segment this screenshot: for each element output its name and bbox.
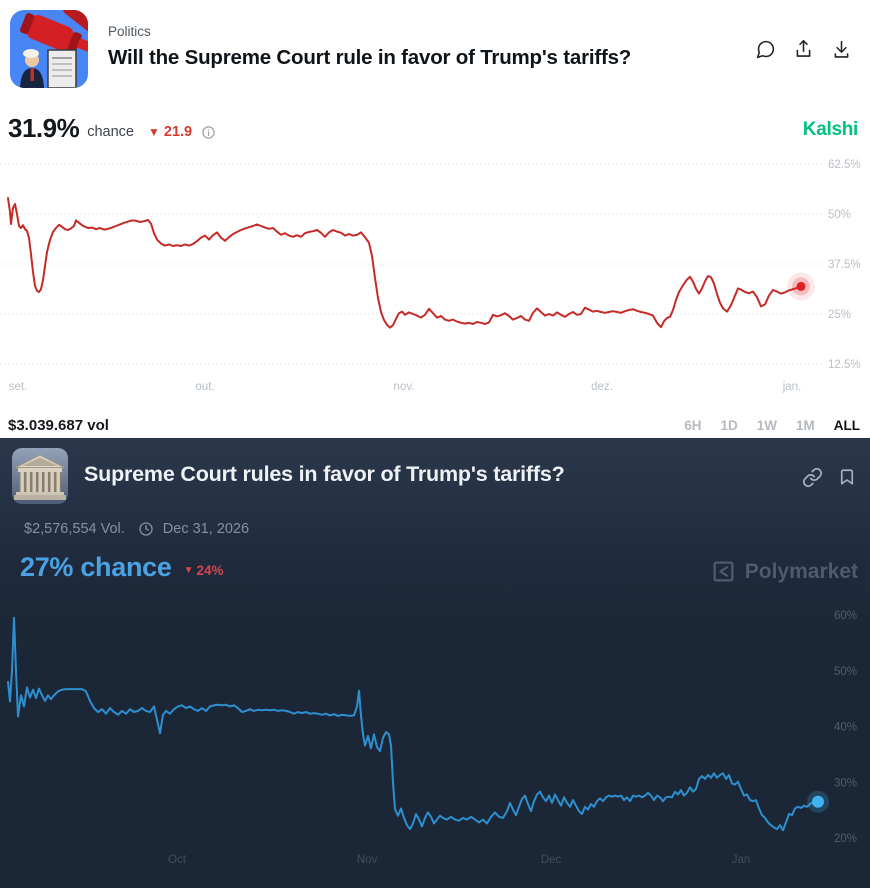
volume-label: $3.039.687 vol — [8, 416, 109, 434]
kalshi-price-chart[interactable]: 62.5% 50% 37.5% 25% 12.5% set. out. nov. dez. jan… — [0, 150, 870, 402]
comment-button[interactable] — [754, 38, 776, 60]
kalshi-chart-svg: 62.5% 50% 37.5% 25% 12.5% set. out. nov. dez. jan… — [0, 159, 861, 393]
price-line — [7, 616, 819, 832]
card-actions — [801, 466, 858, 488]
down-arrow-icon: ▼ — [183, 565, 194, 576]
down-arrow-icon: ▼ — [148, 124, 160, 139]
market-meta: $2,576,554 Vol. Dec 31, 2026 — [24, 521, 249, 537]
price-label: chance — [87, 123, 134, 140]
y-axis-label: 30% — [834, 777, 857, 789]
end-date: Dec 31, 2026 — [162, 521, 250, 537]
copy-link-button[interactable] — [801, 466, 823, 488]
y-axis-label: 20% — [834, 833, 857, 845]
y-axis-label: 50% — [834, 666, 857, 678]
x-axis-label: Nov — [357, 854, 378, 866]
info-icon[interactable] — [201, 125, 216, 140]
volume-label: $2,576,554 Vol. — [24, 521, 125, 537]
market-thumbnail-court — [12, 448, 68, 504]
polymarket-market-card: Supreme Court rules in favor of Trump's … — [0, 438, 870, 888]
share-button[interactable] — [792, 38, 814, 60]
x-axis-label: Oct — [168, 854, 187, 866]
y-axis-label: 25% — [828, 309, 851, 321]
y-axis-label: 40% — [834, 722, 857, 734]
range-button-1d[interactable]: 1D — [720, 417, 738, 433]
range-button-6h[interactable]: 6H — [684, 417, 702, 433]
market-thumbnail-gavel — [10, 10, 88, 88]
kalshi-market-card: Politics Will the Supreme Court rule in … — [0, 0, 870, 438]
y-axis-label: 37.5% — [828, 259, 861, 271]
download-button[interactable] — [830, 38, 852, 60]
current-price: 31.9% — [8, 113, 80, 143]
y-axis-label: 62.5% — [828, 159, 861, 171]
price-summary: 31.9% chance ▼ 21.9 — [8, 113, 216, 144]
polymarket-price-chart[interactable]: 60% 50% 40% 30% 20% Oct Nov Dec Jan — [0, 600, 870, 888]
x-axis-label: out. — [195, 381, 214, 393]
x-axis-label: Dec — [541, 854, 562, 866]
current-price: 27% chance — [20, 552, 172, 582]
gavel-trump-art — [10, 10, 88, 88]
polymarket-logo-text: Polymarket — [744, 559, 858, 583]
range-button-1w[interactable]: 1W — [756, 417, 777, 433]
card-actions — [754, 38, 852, 60]
price-change: ▼ 24% — [184, 563, 224, 578]
x-axis-label: nov. — [394, 381, 415, 393]
x-axis-label: jan. — [782, 381, 802, 393]
y-axis-label: 12.5% — [828, 359, 861, 371]
market-title: Supreme Court rules in favor of Trump's … — [84, 462, 565, 486]
y-axis-label: 60% — [834, 610, 857, 622]
polymarket-logo: Polymarket — [711, 559, 858, 584]
time-range-selector: 6H 1D 1W 1M ALL — [684, 418, 860, 433]
category-label: Politics — [108, 24, 151, 39]
chart-footer: $3.039.687 vol 6H 1D 1W 1M ALL — [0, 412, 870, 438]
link-icon — [802, 467, 822, 487]
price-change: ▼ 21.9 — [148, 124, 192, 140]
download-icon — [834, 40, 848, 58]
poly-chart-svg: 60% 50% 40% 30% 20% Oct Nov Dec Jan — [7, 610, 857, 866]
range-button-all[interactable]: ALL — [833, 417, 860, 433]
comment-icon — [756, 40, 774, 58]
share-icon — [796, 39, 810, 57]
clock-icon — [138, 521, 154, 537]
x-axis-label: set. — [9, 381, 28, 393]
kalshi-logo: Kalshi — [802, 119, 859, 140]
current-price-dot — [796, 281, 806, 291]
bookmark-icon — [840, 469, 854, 485]
price-change-value: 24% — [196, 563, 224, 578]
price-line — [7, 197, 802, 329]
y-axis-label: 50% — [828, 209, 851, 221]
current-price-dot — [812, 795, 824, 808]
x-axis-label: Jan — [732, 854, 751, 866]
x-axis-label: dez. — [591, 381, 613, 393]
range-button-1m[interactable]: 1M — [795, 417, 815, 433]
price-summary: 27% chance ▼ 24% — [20, 552, 224, 583]
supreme-court-building-art — [12, 448, 68, 504]
market-title: Will the Supreme Court rule in favor of … — [108, 46, 632, 69]
price-change-value: 21.9 — [163, 123, 193, 140]
bookmark-button[interactable] — [836, 466, 858, 488]
polymarket-logo-icon — [713, 561, 734, 582]
